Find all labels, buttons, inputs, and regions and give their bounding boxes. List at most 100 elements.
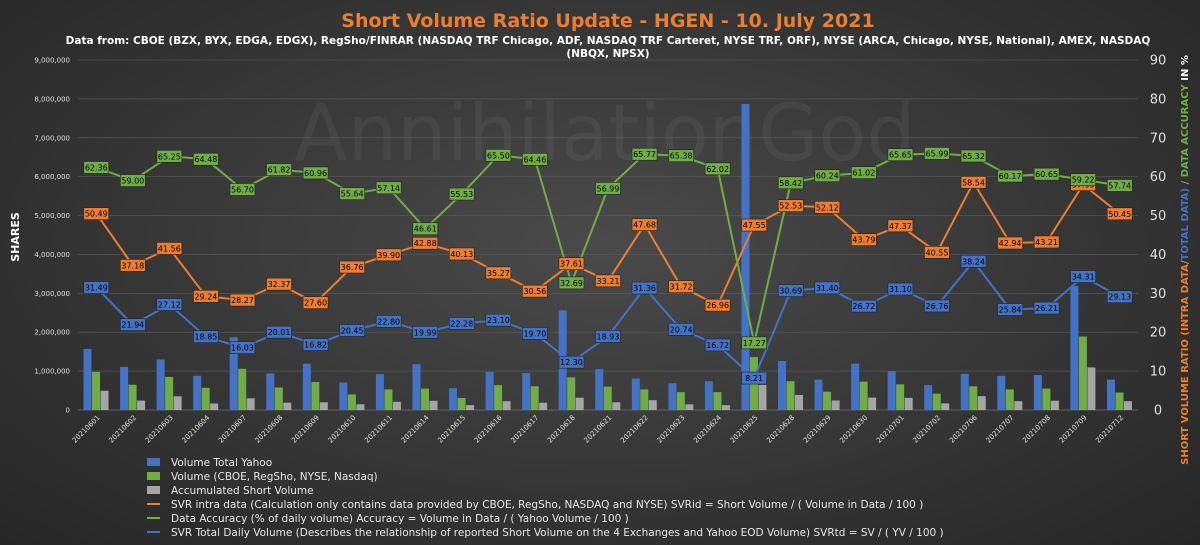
bar xyxy=(640,389,649,410)
bar xyxy=(814,379,823,410)
bar xyxy=(1087,367,1096,410)
left-tick-label: 2,000,000 xyxy=(34,329,70,337)
x-tick-label: 20210712 xyxy=(1094,414,1125,445)
data-label: 50.45 xyxy=(1108,210,1131,219)
bar xyxy=(201,387,210,410)
bar xyxy=(977,396,986,410)
bar xyxy=(1033,375,1042,410)
bar xyxy=(1042,388,1051,410)
data-label-box xyxy=(777,284,804,297)
bar xyxy=(502,401,511,410)
bar xyxy=(887,371,896,410)
bar xyxy=(238,368,247,410)
bar xyxy=(193,375,202,410)
data-label-box xyxy=(851,299,877,313)
left-tick-label: 3,000,000 xyxy=(34,290,70,298)
data-label-box xyxy=(924,246,950,259)
data-label: 39.90 xyxy=(377,251,400,260)
data-label: 37.18 xyxy=(121,261,144,270)
right-tick-label: 90 xyxy=(1150,54,1167,69)
bar xyxy=(100,390,109,410)
data-label-box xyxy=(522,327,548,340)
data-label-box xyxy=(156,242,183,255)
data-label: 42.88 xyxy=(414,239,437,248)
data-label: 57.14 xyxy=(377,184,400,193)
data-label: 26.21 xyxy=(1035,304,1058,313)
left-tick-label: 8,000,000 xyxy=(34,95,70,103)
bar xyxy=(339,382,348,410)
data-label-box xyxy=(302,296,329,309)
data-label: 41.56 xyxy=(158,244,181,253)
data-label-box xyxy=(412,222,439,236)
data-label-box xyxy=(266,325,292,339)
bar xyxy=(896,384,905,410)
data-label: 60.17 xyxy=(999,172,1022,181)
data-label: 28.27 xyxy=(231,296,254,305)
bar xyxy=(823,391,832,410)
data-label: 65.25 xyxy=(158,152,181,161)
data-label-box xyxy=(485,266,512,280)
x-tick-label: 20210630 xyxy=(838,414,869,445)
data-label-box xyxy=(924,299,950,313)
bar xyxy=(392,401,401,410)
x-tick-label: 20210603 xyxy=(144,414,175,445)
bar xyxy=(1005,389,1014,410)
right-tick-label: 0 xyxy=(1154,404,1162,419)
bar xyxy=(795,394,804,410)
chart-subtitle-line1: Data from: CBOE (BZX, BYX, EDGA, EDGX), … xyxy=(66,35,1151,47)
data-label: 38.24 xyxy=(962,257,985,266)
data-label-box xyxy=(814,169,841,183)
data-label: 31.10 xyxy=(889,285,912,294)
data-label: 22.80 xyxy=(377,317,400,326)
data-labels: 50.49 37.18 41.56 29.24 28.27 32.37 27.60 36.76… xyxy=(83,147,1133,385)
data-label-box xyxy=(997,303,1023,316)
data-label: 58.42 xyxy=(779,179,802,188)
bar xyxy=(595,369,604,410)
data-label: 29.13 xyxy=(1108,293,1131,302)
bar xyxy=(648,400,657,410)
data-label-box xyxy=(1106,207,1133,221)
data-label-box xyxy=(229,293,256,307)
right-tick-label: 50 xyxy=(1150,209,1167,224)
data-label: 32.37 xyxy=(268,280,291,289)
data-label: 30.56 xyxy=(523,287,546,296)
left-tick-label: 7,000,000 xyxy=(34,134,70,142)
data-label: 55.64 xyxy=(341,190,364,199)
bar xyxy=(1123,401,1132,410)
data-label-box xyxy=(120,259,146,272)
data-label: 65.38 xyxy=(670,152,693,161)
data-label-box xyxy=(302,166,329,180)
data-label: 65.65 xyxy=(889,151,912,160)
data-label: 42.94 xyxy=(999,239,1022,248)
data-label: 27.60 xyxy=(304,299,327,308)
data-label-box xyxy=(156,298,183,311)
data-label-box xyxy=(266,277,292,291)
bar xyxy=(311,382,320,410)
bar xyxy=(851,363,860,410)
legend-item: SVR Total Daily Volume (Describes the re… xyxy=(171,527,944,539)
bar xyxy=(941,403,950,410)
data-label-box xyxy=(851,233,877,247)
bar xyxy=(92,371,101,410)
right-axis-label: SHORT VOLUME RATIO (INTRA DATA/TOTAL DAT… xyxy=(1180,55,1191,465)
bar xyxy=(429,400,438,410)
data-label: 18.85 xyxy=(194,333,217,342)
data-label-box xyxy=(814,281,841,295)
data-label-box xyxy=(375,248,402,262)
bar xyxy=(384,389,393,410)
legend-item: Volume Total Yahoo xyxy=(171,457,272,469)
data-label-box xyxy=(83,161,110,174)
x-tick-label: 20210610 xyxy=(327,414,358,445)
data-label-box xyxy=(558,276,585,290)
chart-subtitle-line2: (NBQX, NPSX) xyxy=(566,48,649,60)
legend-item: Accumulated Short Volume xyxy=(171,485,314,497)
data-label: 26.96 xyxy=(706,301,729,310)
data-label: 65.32 xyxy=(962,152,985,161)
bar xyxy=(1014,401,1023,410)
bars xyxy=(83,103,1132,410)
data-label: 31.72 xyxy=(670,283,693,292)
x-tick-label: 20210701 xyxy=(875,414,906,445)
data-label: 65.99 xyxy=(926,149,949,158)
legend-item: Data Accuracy (% of daily volume) Accura… xyxy=(171,513,629,525)
data-label-box xyxy=(997,236,1023,250)
